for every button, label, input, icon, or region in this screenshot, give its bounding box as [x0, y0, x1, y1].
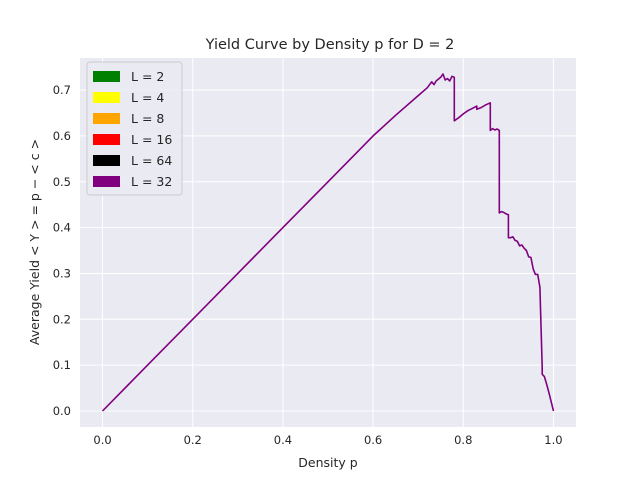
grid — [80, 58, 576, 427]
legend: L = 2 L = 4 L = 8 L = 16 L = 64 L = 32 — [86, 61, 183, 196]
y-axis-label: Average Yield < Y > = p − < c > — [27, 139, 42, 345]
tick-labels: 0.0 0.2 0.4 0.6 0.8 1.0 0.0 0.1 0.2 0.3 0.4 0.5 0.6 0… — [53, 83, 563, 447]
y-tick-label: 0.4 — [53, 221, 71, 235]
x-axis-label: Density p — [298, 455, 357, 470]
x-tick-label: 0.8 — [454, 433, 472, 447]
x-tick-label: 1.0 — [544, 433, 562, 447]
y-tick-label: 0.2 — [53, 312, 71, 326]
legend-label: L = 16 — [131, 132, 172, 147]
x-tick-label: 0.6 — [364, 433, 382, 447]
legend-swatch — [93, 92, 120, 103]
legend-swatch — [93, 134, 120, 145]
y-tick-label: 0.6 — [53, 129, 71, 143]
series-layer — [101, 73, 555, 412]
legend-swatch — [93, 176, 120, 187]
legend-label: L = 8 — [131, 111, 164, 126]
legend-label: L = 64 — [131, 153, 172, 168]
x-tick-label: 0.0 — [93, 433, 111, 447]
y-tick-label: 0.3 — [53, 266, 71, 280]
y-tick-label: 0.5 — [53, 175, 71, 189]
legend-swatch — [93, 113, 120, 124]
chart-title: Yield Curve by Density p for D = 2 — [205, 37, 455, 53]
legend-swatch — [93, 155, 120, 166]
legend-label: L = 2 — [131, 69, 164, 84]
y-tick-label: 0.0 — [53, 404, 71, 418]
series-line-0 — [101, 73, 555, 412]
y-tick-label: 0.1 — [53, 358, 71, 372]
x-tick-label: 0.4 — [274, 433, 292, 447]
legend-label: L = 4 — [131, 90, 164, 105]
y-tick-label: 0.7 — [53, 83, 71, 97]
x-tick-label: 0.2 — [184, 433, 202, 447]
legend-swatch — [93, 71, 120, 82]
legend-label: L = 32 — [131, 174, 172, 189]
